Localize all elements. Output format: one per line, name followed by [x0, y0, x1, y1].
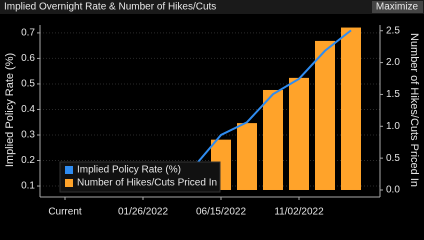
y-tick-label: 0.6: [21, 53, 35, 64]
header-bar: [0, 0, 424, 14]
x-tick-label: 06/15/2022: [196, 207, 246, 218]
y2-tick-label: 2.0: [386, 57, 400, 68]
bar: [315, 40, 335, 190]
y2-tick-label: 0.5: [386, 153, 400, 164]
y2-tick-label: 1.5: [386, 89, 400, 100]
legend-swatch: [65, 179, 73, 187]
x-tick-label: Current: [48, 207, 82, 218]
y2-tick-label: 1.0: [386, 121, 400, 132]
y-tick-label: 0.4: [21, 104, 35, 115]
legend-label: Number of Hikes/Cuts Priced In: [77, 178, 217, 189]
y-tick-label: 0.1: [21, 181, 35, 192]
y-axis-label: Implied Policy Rate (%): [4, 53, 16, 167]
legend-label: Implied Policy Rate (%): [77, 165, 181, 176]
page: Implied Overnight Rate & Number of Hikes…: [0, 0, 424, 218]
y-tick-label: 0.7: [21, 28, 35, 39]
bar: [263, 89, 283, 190]
y2-tick-label: 2.5: [386, 25, 400, 36]
y-tick-label: 0.3: [21, 130, 35, 141]
legend-box: [59, 161, 221, 193]
legend-swatch: [65, 166, 73, 174]
x-tick-label: 01/26/2022: [118, 207, 168, 218]
chart: Implied Overnight Rate & Number of Hikes…: [0, 0, 424, 218]
bar: [289, 77, 309, 190]
maximize-button[interactable]: [372, 1, 423, 13]
bar: [237, 123, 257, 190]
x-tick-label: 11/02/2022: [274, 207, 324, 218]
maximize-label[interactable]: Maximize: [376, 2, 419, 13]
y-tick-label: 0.5: [21, 79, 35, 90]
y2-tick-label: 0.0: [386, 185, 400, 196]
y-tick-label: 0.2: [21, 155, 35, 166]
bar: [341, 27, 361, 190]
y2-axis-label: Number of Hikes/Cuts Priced In: [408, 33, 420, 187]
chart-title: Implied Overnight Rate & Number of Hikes…: [4, 2, 216, 13]
